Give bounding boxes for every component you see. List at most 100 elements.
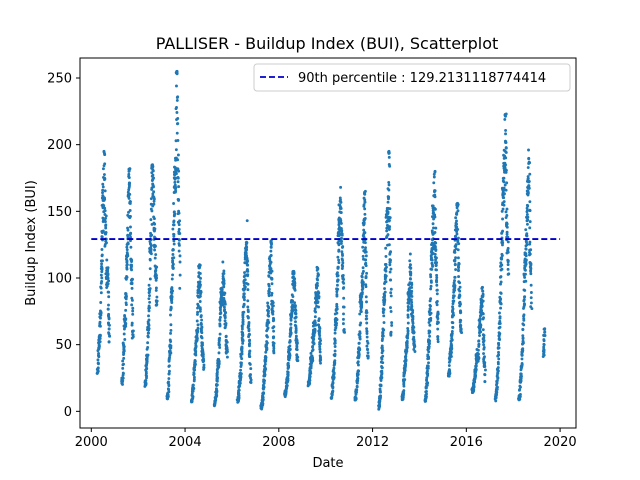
data-point (456, 209, 460, 213)
data-point (241, 339, 245, 343)
data-point (270, 242, 273, 246)
data-point (199, 276, 202, 280)
data-point (148, 287, 152, 290)
data-point (431, 209, 435, 213)
data-point (315, 268, 319, 272)
data-point (332, 375, 336, 379)
data-point (147, 297, 151, 301)
data-point (365, 317, 369, 321)
data-point (247, 321, 251, 324)
data-point (172, 256, 176, 260)
data-point (436, 337, 440, 341)
data-point (450, 336, 454, 340)
data-point (248, 341, 252, 345)
data-point (506, 258, 510, 262)
legend-box (253, 63, 571, 92)
data-point (361, 245, 365, 249)
data-point (145, 367, 149, 371)
data-point (262, 385, 266, 389)
data-point (152, 196, 156, 199)
data-point (265, 346, 269, 350)
data-point (261, 402, 265, 405)
data-point (100, 276, 104, 280)
data-point (359, 321, 363, 325)
data-point (504, 163, 507, 167)
data-point (175, 98, 179, 102)
data-point (506, 246, 510, 250)
data-point (246, 305, 250, 309)
data-point (526, 215, 530, 219)
data-point (387, 243, 391, 247)
data-point (289, 322, 293, 326)
data-point (149, 251, 153, 255)
data-point (218, 323, 222, 327)
data-point (476, 356, 480, 360)
data-point (457, 236, 460, 240)
data-point (176, 153, 180, 157)
data-point (456, 227, 460, 231)
data-point (316, 278, 320, 282)
data-point (458, 285, 462, 289)
data-point (450, 332, 454, 335)
data-point (366, 347, 369, 351)
data-point (529, 269, 533, 273)
data-point (387, 183, 391, 187)
data-point (125, 245, 129, 249)
data-point (312, 342, 316, 346)
data-point (152, 202, 156, 206)
data-point (542, 348, 546, 352)
data-point (175, 70, 179, 74)
data-point (108, 323, 111, 327)
data-point (496, 376, 500, 380)
data-point (201, 360, 205, 364)
data-point (246, 308, 250, 312)
data-point (363, 217, 367, 220)
data-point (410, 289, 414, 293)
data-point (238, 381, 242, 385)
data-point (223, 319, 227, 323)
data-point (198, 307, 202, 311)
data-point (384, 254, 388, 258)
data-point (430, 229, 434, 233)
data-point (177, 243, 181, 247)
data-point (101, 167, 105, 171)
data-point (402, 389, 406, 393)
data-point (337, 248, 341, 252)
data-point (195, 330, 199, 334)
data-point (177, 223, 181, 227)
data-point (271, 326, 275, 330)
data-point (129, 245, 133, 249)
data-point (131, 306, 135, 310)
data-point (172, 232, 176, 236)
data-point (285, 384, 289, 388)
data-point (524, 228, 528, 232)
data-point (100, 235, 104, 239)
data-point (292, 279, 296, 283)
data-point (263, 360, 267, 364)
data-point (223, 316, 227, 320)
data-point (412, 335, 416, 339)
data-point (428, 341, 431, 345)
data-point (169, 307, 173, 311)
data-point (155, 300, 159, 304)
data-point (222, 305, 226, 309)
data-point (127, 174, 131, 178)
data-point (270, 269, 274, 273)
data-point (503, 117, 507, 121)
data-point (125, 259, 129, 263)
data-point (200, 325, 204, 329)
data-point (288, 338, 292, 342)
data-point (341, 253, 344, 257)
data-point (144, 381, 148, 385)
data-point (153, 222, 157, 226)
data-point (481, 311, 485, 315)
data-point (103, 196, 106, 200)
data-point (200, 336, 204, 340)
data-point (504, 156, 508, 160)
data-point (354, 392, 358, 396)
data-point (247, 327, 251, 331)
data-point (218, 315, 222, 319)
data-point (355, 388, 359, 392)
data-point (317, 296, 321, 300)
data-point (355, 384, 359, 388)
